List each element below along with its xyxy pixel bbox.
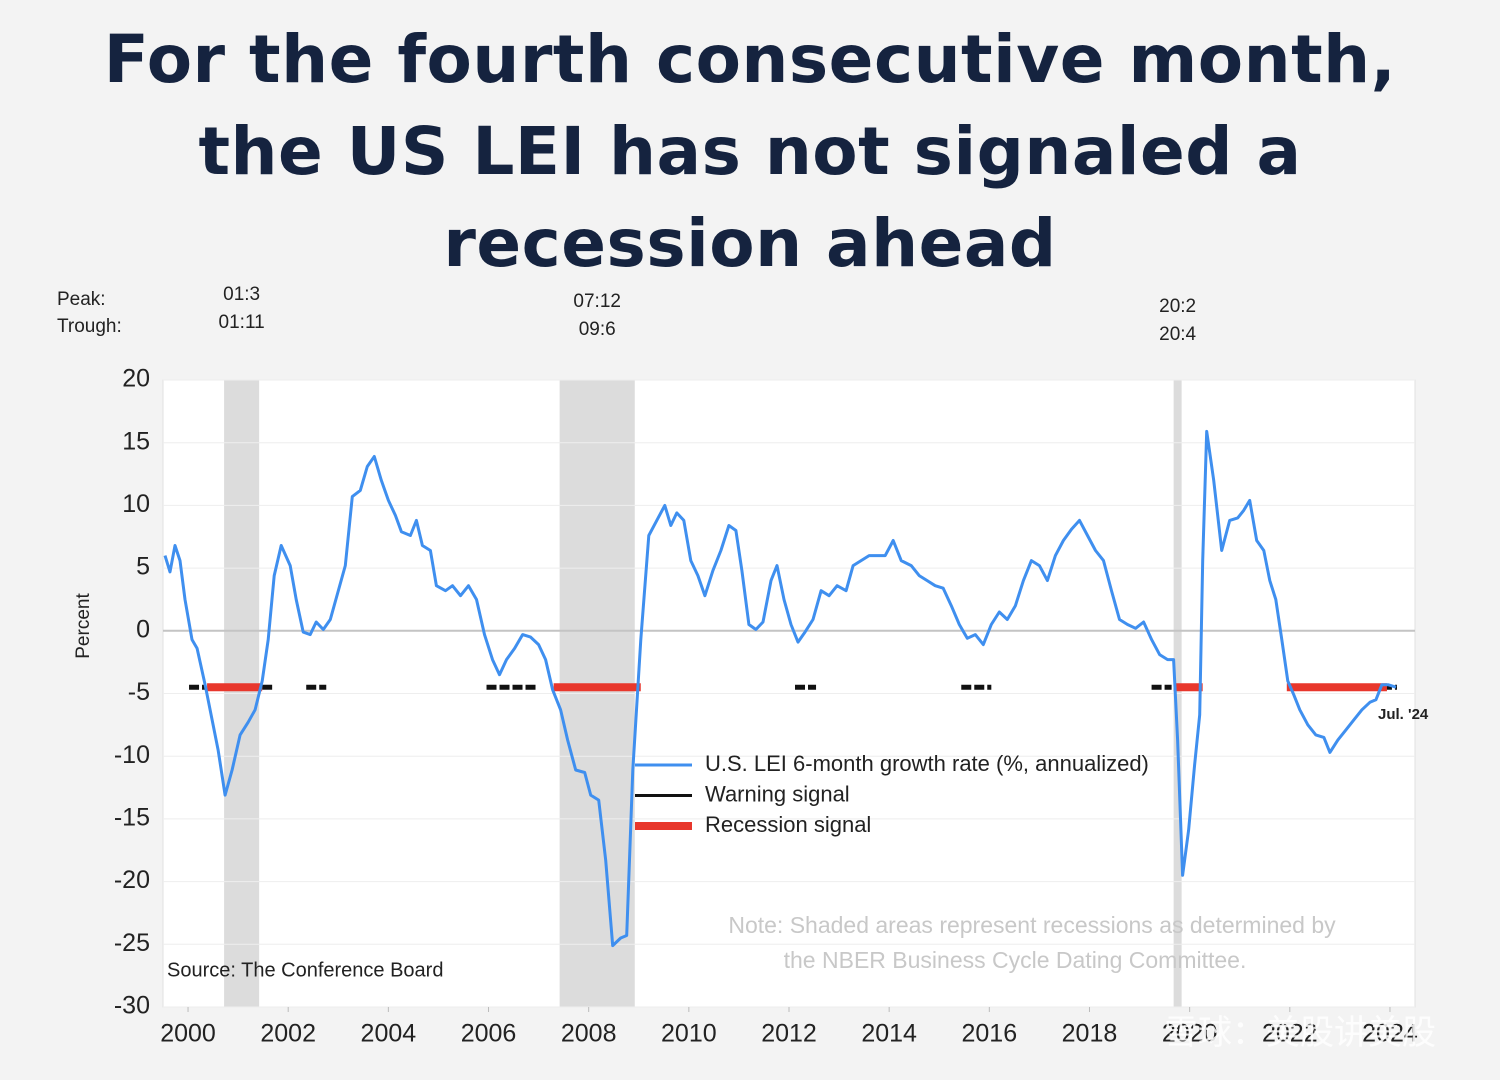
y-tick-label: 0 xyxy=(136,615,150,643)
y-tick-label: 15 xyxy=(122,427,150,455)
y-tick-label: -25 xyxy=(114,929,150,957)
trough-label: Trough: xyxy=(57,316,122,337)
x-tick-label: 2016 xyxy=(962,1020,1018,1048)
peak-date: 01:3 xyxy=(223,284,260,305)
peak-label: Peak: xyxy=(57,289,106,310)
x-tick-label: 2012 xyxy=(761,1020,817,1048)
x-tick-label: 2000 xyxy=(160,1020,216,1048)
peak-date: 20:2 xyxy=(1159,296,1196,317)
source: Source: The Conference Board xyxy=(167,959,443,981)
y-tick-label: -15 xyxy=(114,804,150,832)
legend-label: Recession signal xyxy=(705,812,871,837)
y-tick-label: 5 xyxy=(136,553,150,581)
note: Note: Shaded areas represent recessions … xyxy=(728,912,1336,938)
legend-label: U.S. LEI 6-month growth rate (%, annuali… xyxy=(705,751,1149,776)
x-tick-label: 2020 xyxy=(1162,1020,1218,1048)
y-tick-label: 20 xyxy=(122,365,150,393)
x-tick-label: 2008 xyxy=(561,1020,617,1048)
y-tick-label: -30 xyxy=(114,992,150,1020)
watermark: 雪球：美股讲美股 xyxy=(1164,1014,1436,1052)
y-axis-label: Percent xyxy=(73,593,94,659)
end-label: Jul. '24 xyxy=(1378,706,1429,723)
trough-date: 01:11 xyxy=(219,312,265,333)
legend-label: Warning signal xyxy=(705,781,850,806)
x-tick-label: 2010 xyxy=(661,1020,717,1048)
note: the NBER Business Cycle Dating Committee… xyxy=(784,947,1247,973)
y-tick-label: 10 xyxy=(122,490,150,518)
x-tick-label: 2004 xyxy=(361,1020,417,1048)
trough-date: 09:6 xyxy=(579,319,616,340)
trough-date: 20:4 xyxy=(1159,324,1196,345)
y-tick-label: -5 xyxy=(128,678,150,706)
x-tick-label: 2014 xyxy=(861,1020,917,1048)
y-tick-label: -20 xyxy=(114,866,150,894)
x-tick-label: 2018 xyxy=(1062,1020,1118,1048)
x-tick-label: 2024 xyxy=(1362,1020,1418,1048)
x-tick-label: 2022 xyxy=(1262,1020,1318,1048)
x-tick-label: 2006 xyxy=(461,1020,517,1048)
lei-line xyxy=(163,429,1397,948)
peak-date: 07:12 xyxy=(573,291,621,312)
x-tick-label: 2002 xyxy=(260,1020,316,1048)
y-tick-label: -10 xyxy=(114,741,150,769)
chart-title: For the fourth consecutive month, the US… xyxy=(103,21,1397,282)
